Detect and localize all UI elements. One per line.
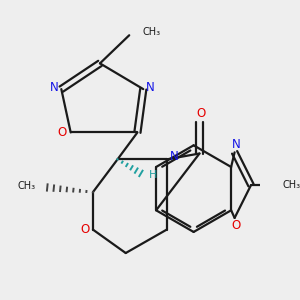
Text: O: O [58, 126, 67, 139]
Text: N: N [146, 81, 155, 94]
Text: CH₃: CH₃ [282, 180, 300, 190]
Text: N: N [170, 150, 179, 163]
Text: CH₃: CH₃ [142, 27, 160, 37]
Text: O: O [231, 219, 241, 232]
Text: CH₃: CH₃ [18, 181, 36, 191]
Text: N: N [50, 81, 58, 94]
Text: O: O [80, 223, 89, 236]
Text: N: N [232, 138, 240, 151]
Text: O: O [196, 107, 206, 120]
Text: H: H [149, 170, 157, 180]
